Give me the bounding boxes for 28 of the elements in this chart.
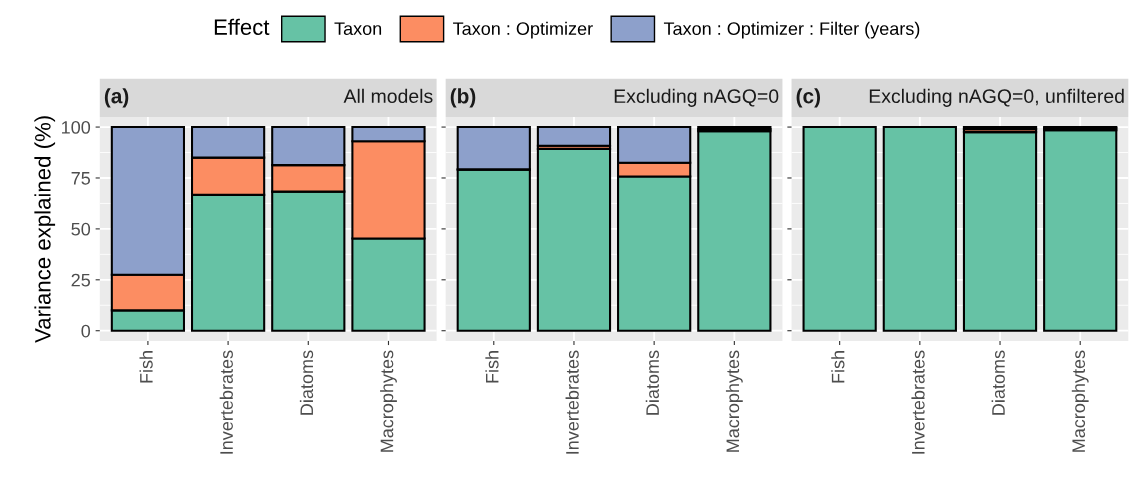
y-axis-title: Variance explained (%) [34, 116, 56, 343]
x-tick-label: Diatoms [645, 350, 659, 415]
x-tick-label: Fish [485, 351, 499, 383]
x-tick-label: Diatoms [299, 350, 314, 415]
x-tick-label: Diatoms [991, 350, 1005, 415]
chart-title: (a) [104, 88, 129, 108]
chart-subtitle: Excluding nAGQ=0, unfiltered [869, 88, 1124, 107]
legend-label: Taxon : Optimizer [453, 21, 593, 39]
chart-title: (c) [796, 88, 820, 108]
x-tick-label: Fish [831, 351, 845, 383]
legend-label: Taxon [334, 22, 382, 36]
chart-subtitle: Excluding nAGQ=0 [614, 88, 779, 107]
chart-title: (b) [450, 88, 476, 108]
x-tick-label: Invertebrates [219, 350, 233, 454]
y-tick-label: 0 [81, 324, 91, 338]
x-tick-label: Macrophytes [1071, 350, 1089, 452]
x-tick-label: Invertebrates [565, 350, 579, 454]
x-tick-label: Invertebrates [911, 350, 925, 454]
x-tick-label: Macrophytes [380, 350, 397, 452]
chart-subtitle: All models [343, 88, 433, 104]
legend-title: Effect [214, 18, 270, 35]
x-tick-label: Macrophytes [725, 350, 743, 452]
y-tick-label: 100 [62, 121, 91, 134]
x-tick-label: Fish [139, 351, 153, 383]
y-tick-label: 50 [71, 222, 91, 236]
y-tick-label: 25 [71, 273, 91, 287]
legend-label: Taxon : Optimizer : Filter (years) [663, 21, 920, 39]
y-tick-label: 75 [71, 172, 91, 185]
